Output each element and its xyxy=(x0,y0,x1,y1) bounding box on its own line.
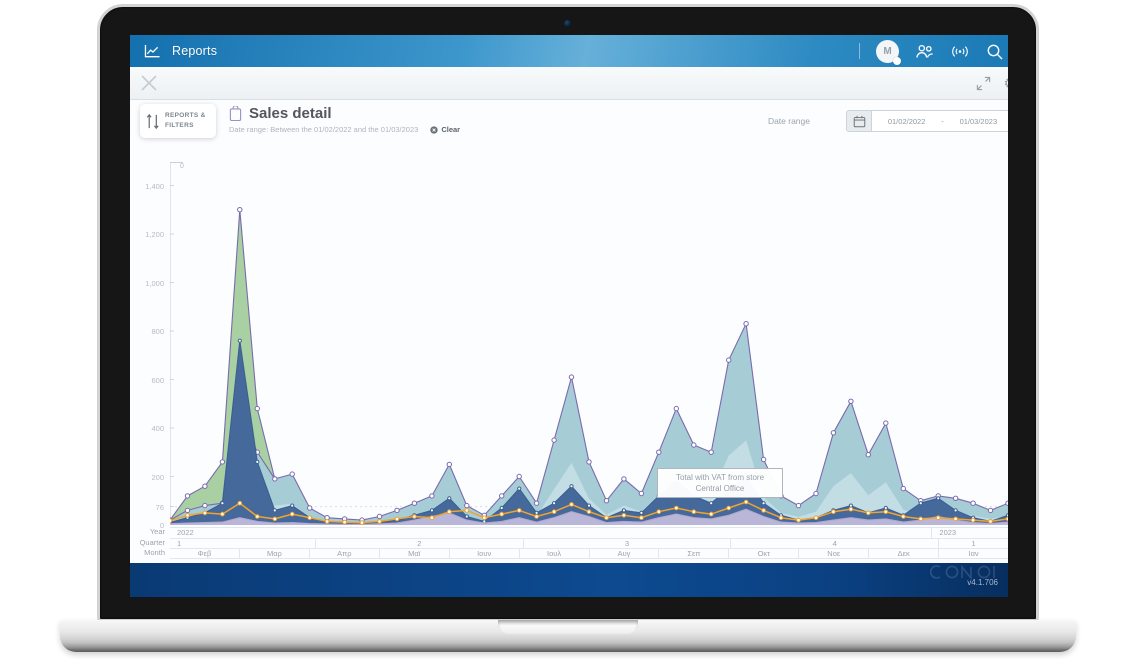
axis-cell: Οκτ xyxy=(728,549,798,558)
date-range-summary: Date range: Between the 01/02/2022 and t… xyxy=(229,125,419,134)
axis-cell: Απρ xyxy=(308,549,379,558)
laptop-lid: Reports M xyxy=(97,4,1039,622)
chart-tooltip: Total with VAT from store Central Office xyxy=(657,468,783,499)
settings-gear-icon[interactable]: ⚙ xyxy=(1003,75,1008,92)
app-screen: Reports M xyxy=(130,35,1008,597)
calendar-icon xyxy=(853,115,865,127)
users-icon[interactable] xyxy=(915,44,934,59)
reports-filters-button[interactable]: REPORTS & FILTERS xyxy=(140,104,216,138)
axis-cell: 2022 xyxy=(177,528,194,537)
axis-cell: Ιουν xyxy=(448,549,519,558)
app-header: Reports M xyxy=(130,35,1008,67)
report-content: REPORTS & FILTERS Sales detail Date rang… xyxy=(130,100,1008,563)
calendar-button[interactable] xyxy=(846,110,872,132)
avatar-status-badge xyxy=(893,56,901,65)
axis-cell: 1 xyxy=(938,538,1008,548)
toolbar-actions: ⚙ xyxy=(976,75,1008,92)
axis-cell: Νοε xyxy=(798,549,868,558)
axis-cell: 3 xyxy=(522,538,731,548)
axis-cell: Ιουλ xyxy=(518,549,589,558)
date-from: 01/02/2022 xyxy=(887,116,926,126)
axis-cell: 4 xyxy=(730,538,938,548)
axis-cell: Φεβ xyxy=(197,549,212,558)
header-divider xyxy=(859,43,860,59)
avatar-initial: M xyxy=(883,45,892,57)
app-title: Reports xyxy=(172,44,218,58)
footer-logo xyxy=(929,564,995,580)
broadcast-icon[interactable] xyxy=(950,44,970,59)
sliders-icon xyxy=(146,113,159,129)
title-block: Sales detail Date range: Between the 01/… xyxy=(229,105,460,134)
axis-cell: Σεπ xyxy=(658,549,728,558)
axis-cell: Αυγ xyxy=(588,549,659,558)
fullscreen-icon[interactable] xyxy=(976,76,991,91)
page-title: Sales detail xyxy=(249,105,332,122)
y-axis-top-label: 0 xyxy=(180,163,184,170)
screen-footer: v4.1.706 xyxy=(130,563,1008,597)
date-range-input[interactable]: 01/02/2022 - 01/03/2023 xyxy=(872,110,1008,132)
date-to: 01/03/2023 xyxy=(959,116,998,126)
axis-cell: Δεκ xyxy=(868,549,938,558)
webcam-icon xyxy=(564,20,571,27)
axis-cell: 1 xyxy=(177,538,182,548)
axis-cell: Μαϊ xyxy=(378,549,449,558)
clear-filter-button[interactable]: Clear xyxy=(430,125,460,134)
laptop-latch-notch xyxy=(498,620,638,634)
y-axis-labels: 1,400 1,200 1,000 800 600 400 200 76 0 xyxy=(145,181,164,531)
axis-cell: 2023 xyxy=(931,528,1008,538)
axis-cell: Μαρ xyxy=(238,549,309,558)
date-separator: - xyxy=(941,116,944,126)
version-label: v4.1.706 xyxy=(967,578,998,587)
time-axis-table: Year 2022 2023 Quarter 1 2 3 4 1 Month Φεβ Μαρ Απρ Μα… xyxy=(130,527,1008,559)
clipboard-icon xyxy=(229,105,242,121)
laptop-base xyxy=(60,620,1076,652)
date-range-control: Date range 01/02/2022 - 01/03/2023 xyxy=(768,110,1008,132)
filters-button-label: REPORTS & FILTERS xyxy=(165,112,206,129)
search-icon[interactable] xyxy=(986,43,1003,60)
clear-x-icon xyxy=(430,125,439,134)
sales-area-chart[interactable] xyxy=(170,160,1008,525)
user-avatar[interactable]: M xyxy=(876,39,901,65)
close-icon[interactable] xyxy=(140,74,158,92)
date-range-label: Date range xyxy=(767,116,810,126)
reports-chart-icon xyxy=(144,44,161,59)
axis-cell: Ιαν xyxy=(938,549,1008,558)
header-actions: M xyxy=(859,39,1008,65)
panel-toolbar: ⚙ xyxy=(130,67,1008,100)
axis-cell: 2 xyxy=(314,538,523,548)
